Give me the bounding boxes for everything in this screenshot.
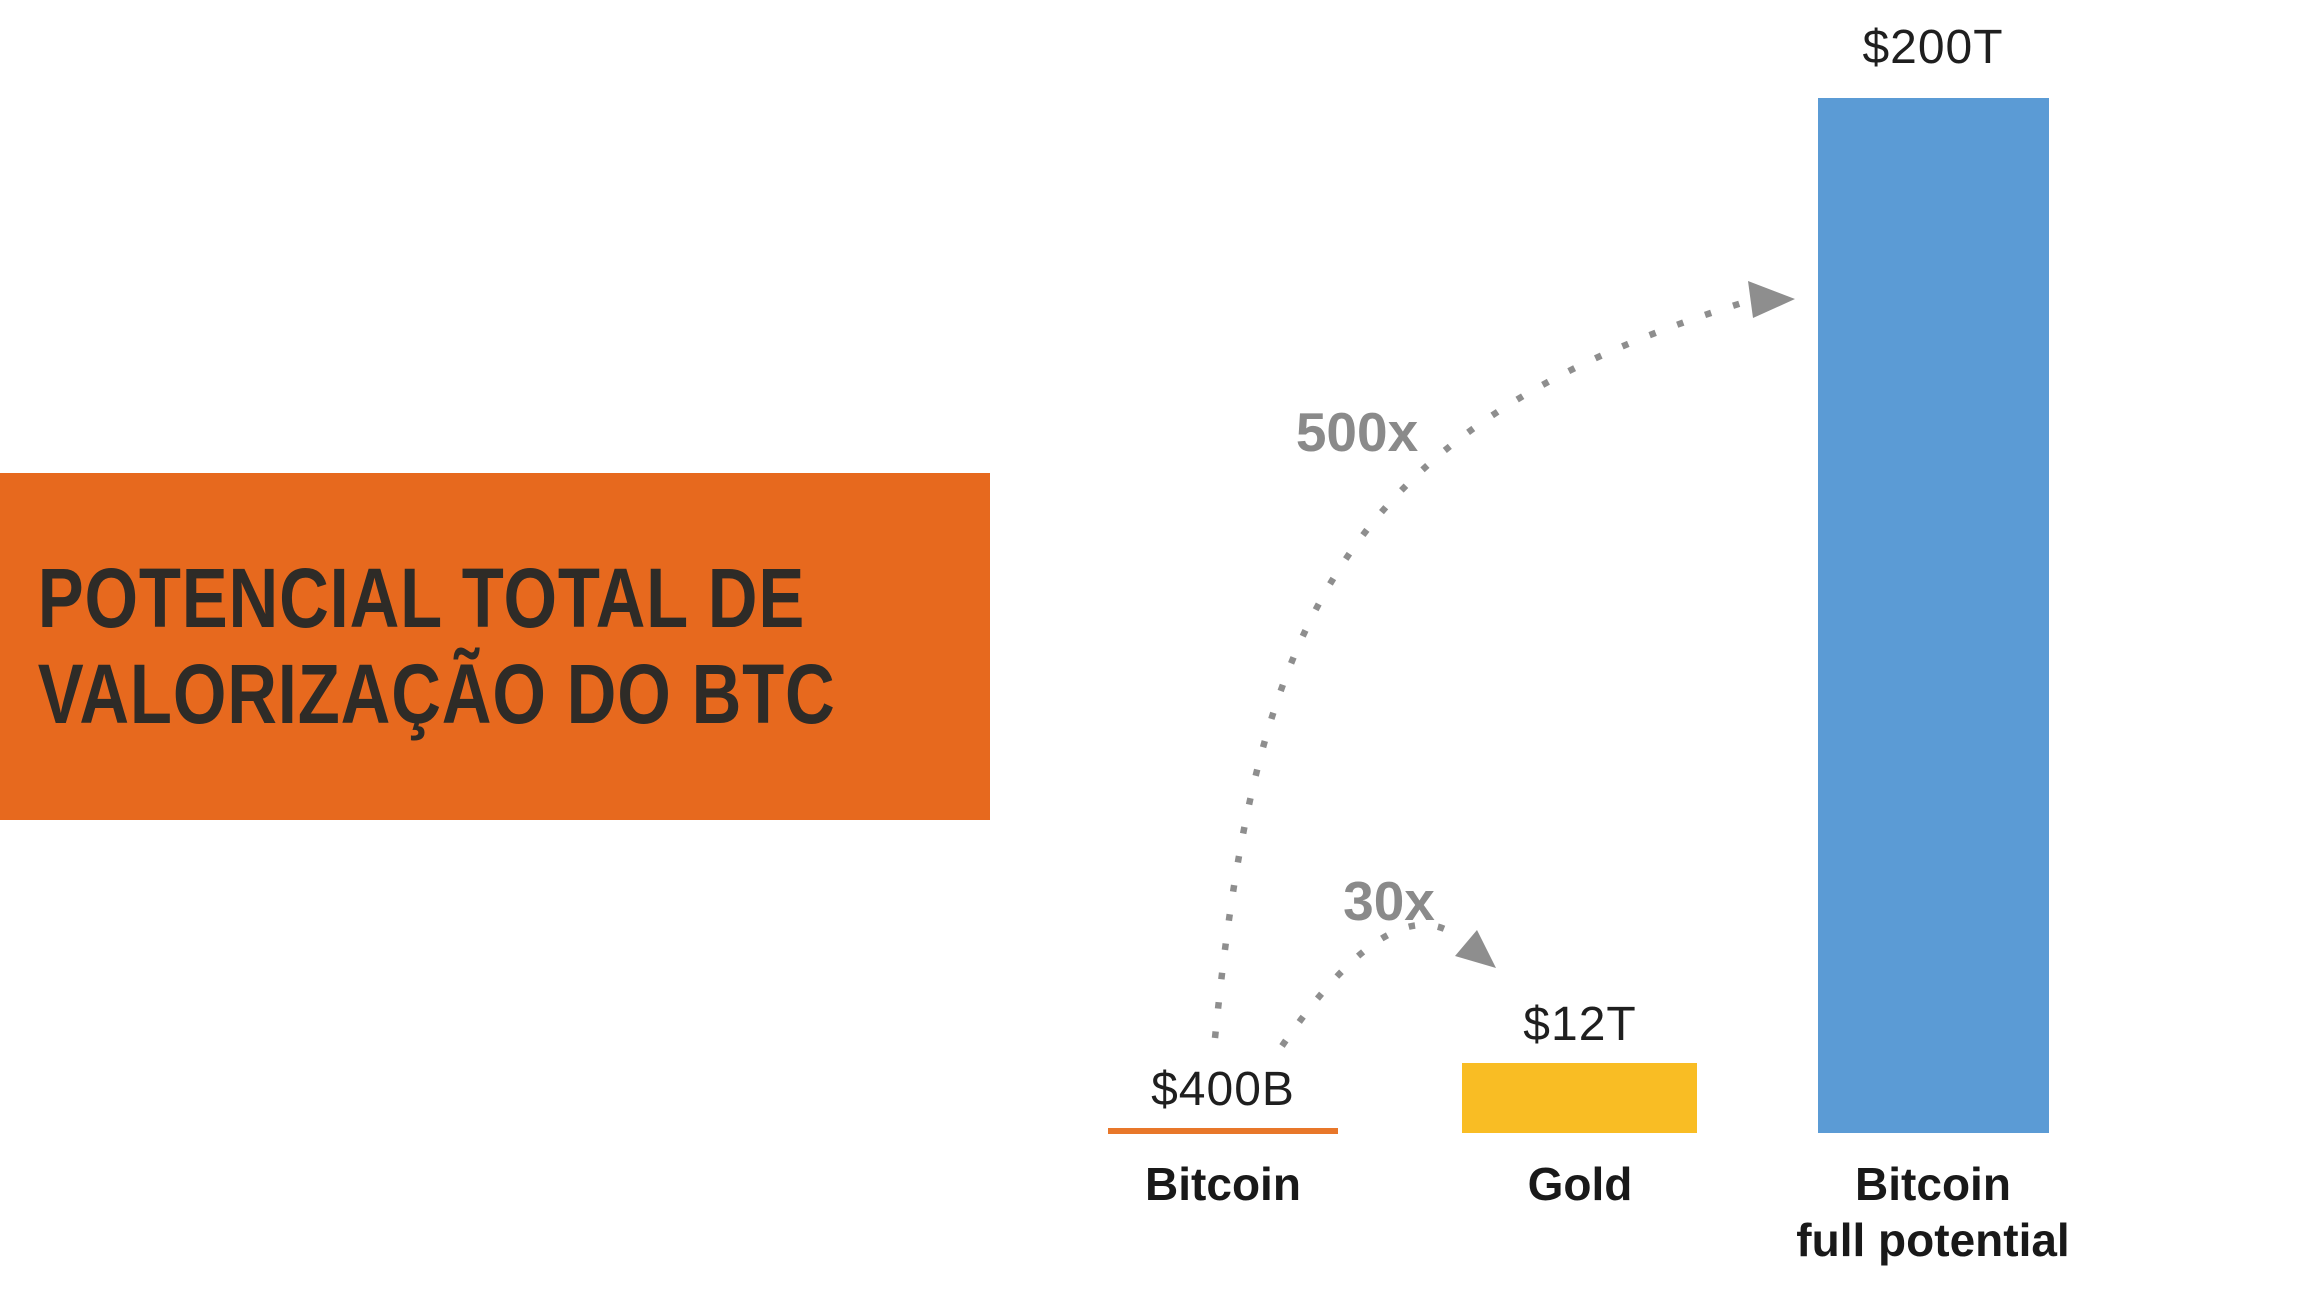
value-label-bitcoin-full-potential: $200T <box>1862 21 2004 74</box>
arrow-curve-500x <box>1211 298 1746 1039</box>
arrowhead-500x-icon <box>1748 281 1795 318</box>
page-title-line-1: POTENCIAL TOTAL DE <box>37 550 806 645</box>
category-label-bitcoin-full-potential: Bitcoin full potential <box>1796 1156 2069 1268</box>
value-label-gold: $12T <box>1523 998 1637 1051</box>
arrowhead-30x-icon <box>1455 930 1496 968</box>
category-label-gold: Gold <box>1528 1156 1633 1212</box>
bar-gold <box>1462 1063 1697 1133</box>
category-label-bitcoin-text: Bitcoin <box>1145 1158 1301 1210</box>
category-label-bitcoin: Bitcoin <box>1145 1156 1301 1212</box>
arrow-curve-30x <box>1279 921 1465 1048</box>
value-label-bitcoin: $400B <box>1151 1063 1295 1116</box>
category-label-full-line-2: full potential <box>1796 1214 2070 1267</box>
title-banner: POTENCIAL TOTAL DE VALORIZAÇÃO DO BTC <box>0 473 990 820</box>
category-label-gold-text: Gold <box>1527 1158 1633 1210</box>
bar-bitcoin <box>1108 1128 1338 1134</box>
page-title: POTENCIAL TOTAL DE VALORIZAÇÃO DO BTC <box>0 551 836 743</box>
multiplier-label-30x: 30x <box>1343 870 1435 932</box>
bar-bitcoin-full-potential <box>1818 98 2049 1133</box>
page-title-line-2: VALORIZAÇÃO DO BTC <box>37 646 836 741</box>
category-label-full-line-1: Bitcoin <box>1855 1158 2011 1210</box>
multiplier-label-500x: 500x <box>1295 401 1419 463</box>
